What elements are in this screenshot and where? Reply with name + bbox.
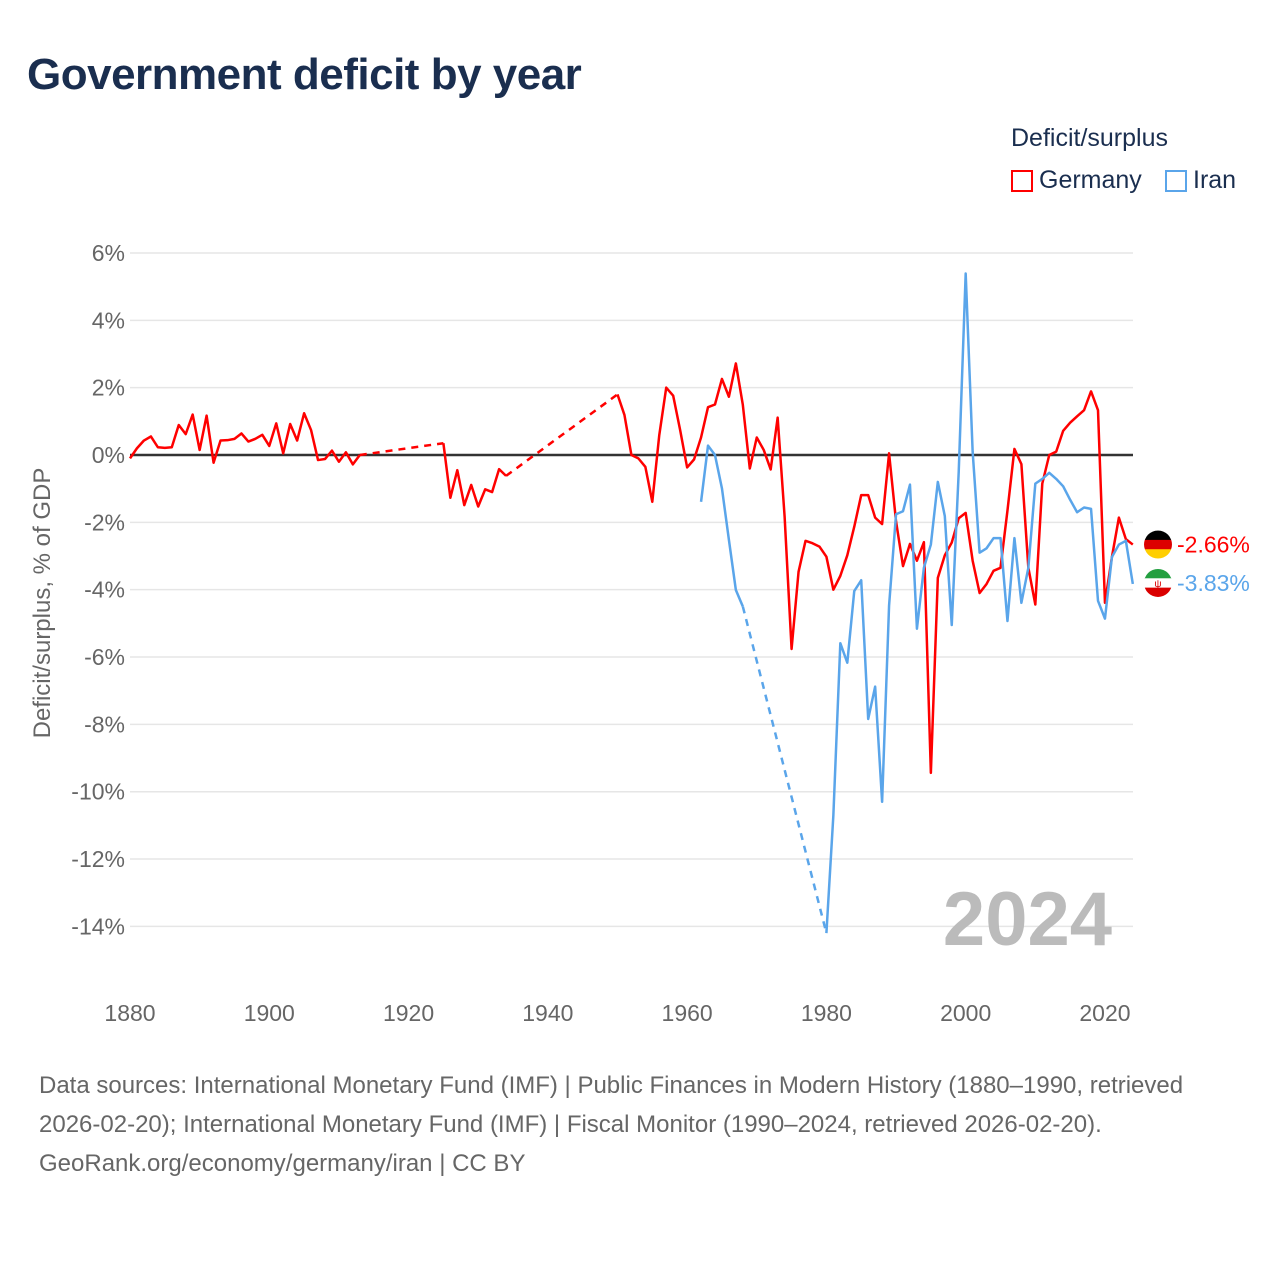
x-tick-label: 1880 (104, 1000, 155, 1026)
end-label-germany: -2.66% (1177, 532, 1250, 558)
legend-swatch-iran (1165, 169, 1187, 192)
y-tick-label: 0% (92, 442, 125, 468)
series-line-iran (699, 444, 744, 608)
series-line-iran (825, 272, 1135, 934)
x-tick-label: 2020 (1079, 1000, 1130, 1026)
x-tick-label: 1900 (244, 1000, 295, 1026)
flag-germany-icon (1144, 530, 1172, 559)
x-tick-label: 1960 (662, 1000, 713, 1026)
end-label-iran: -3.83% (1177, 570, 1250, 596)
flag-iran-icon: ψ (1144, 568, 1172, 597)
legend-item-germany[interactable]: Germany (1011, 166, 1142, 195)
x-tick-label: 1980 (801, 1000, 852, 1026)
y-tick-label: 4% (92, 307, 125, 333)
x-tick-label: 1920 (383, 1000, 434, 1026)
y-tick-label: -14% (71, 913, 125, 939)
legend-title: Deficit/surplus (1011, 124, 1168, 152)
y-axis-label: Deficit/surplus, % of GDP (29, 468, 56, 739)
legend-label-germany: Germany (1039, 166, 1142, 194)
series-line-germany (616, 362, 1134, 775)
x-tick-label: 1940 (522, 1000, 573, 1026)
y-tick-label: 6% (92, 240, 125, 266)
y-tick-label: 2% (92, 375, 125, 401)
y-tick-label: -10% (71, 779, 125, 805)
series-line-germany (442, 443, 507, 508)
legend-item-iran[interactable]: Iran (1165, 166, 1236, 195)
watermark-year: 2024 (943, 877, 1112, 962)
chart-title: Government deficit by year (27, 50, 582, 99)
series-gap-iran (741, 606, 828, 934)
series-gap-germany (359, 441, 444, 457)
x-tick-label: 2000 (940, 1000, 991, 1026)
credit-link[interactable]: GeoRank.org/economy/germany/iran | CC BY (39, 1150, 526, 1177)
series-gap-germany (505, 393, 619, 477)
y-tick-label: -12% (71, 846, 125, 872)
svg-text:ψ: ψ (1154, 579, 1161, 590)
legend-swatch-germany (1011, 169, 1033, 192)
footer: Data sources: International Monetary Fun… (39, 1066, 1249, 1183)
y-tick-label: -2% (84, 509, 125, 535)
legend-label-iran: Iran (1193, 166, 1237, 194)
y-tick-label: -8% (84, 711, 125, 737)
data-sources: Data sources: International Monetary Fun… (39, 1072, 1184, 1138)
series-line-germany (128, 411, 361, 466)
y-tick-label: -4% (84, 577, 125, 603)
y-tick-label: -6% (84, 644, 125, 670)
